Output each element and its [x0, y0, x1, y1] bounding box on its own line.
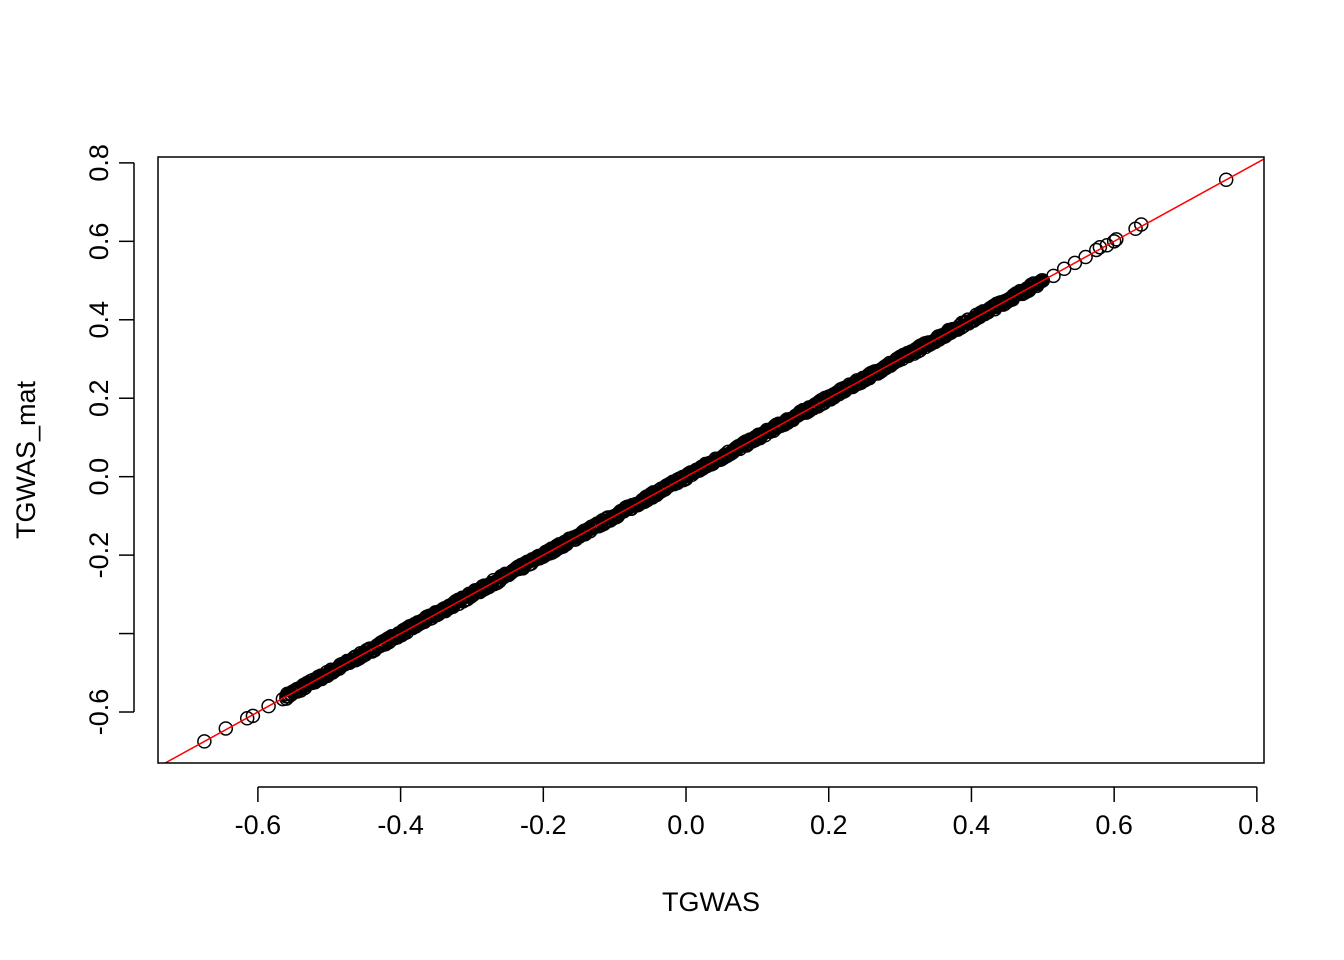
x-tick-label: -0.6: [235, 810, 282, 840]
plot-frame: [157, 156, 1265, 764]
data-point: [1092, 239, 1108, 255]
y-tick-label: -0.2: [84, 532, 114, 579]
data-point: [197, 734, 212, 749]
data-point: [275, 691, 291, 707]
x-tick-label: -0.4: [377, 810, 424, 840]
data-point: [1078, 249, 1093, 265]
x-tick-label: 0.8: [1238, 810, 1276, 840]
points-layer: [197, 172, 1234, 749]
x-tick-label: -0.2: [520, 810, 567, 840]
y-axis: -0.6 -0.2 0.0 0.2 0.4 0.6 0.8: [84, 144, 135, 736]
x-tick-label: 0.6: [1095, 810, 1133, 840]
data-point: [279, 689, 294, 704]
data-point: [1218, 172, 1234, 187]
data-point: [245, 708, 261, 724]
identity-reference-line: [163, 158, 1264, 763]
data-point: [1033, 274, 1048, 290]
data-point: [1134, 217, 1149, 232]
data-point: [1109, 232, 1124, 247]
y-tick-label: 0.6: [84, 223, 114, 261]
y-tick-label: -0.6: [84, 689, 114, 736]
x-tick-label: 0.0: [667, 810, 705, 840]
x-tick-label: 0.4: [953, 810, 991, 840]
y-axis-title: TGWAS_mat: [11, 380, 41, 539]
data-point: [1106, 234, 1122, 249]
y-tick-label: 0.2: [84, 379, 114, 417]
y-tick-label: 0.4: [84, 301, 114, 339]
x-tick-label: 0.2: [810, 810, 848, 840]
x-axis: -0.6 -0.4 -0.2 0.0 0.2 0.4 0.6 0.8: [235, 786, 1276, 840]
x-axis-title: TGWAS: [662, 887, 760, 917]
y-tick-label: 0.8: [84, 144, 114, 182]
data-point: [261, 698, 276, 714]
y-tick-label: 0.0: [84, 458, 114, 496]
data-point: [218, 721, 234, 736]
data-point: [1046, 268, 1061, 284]
